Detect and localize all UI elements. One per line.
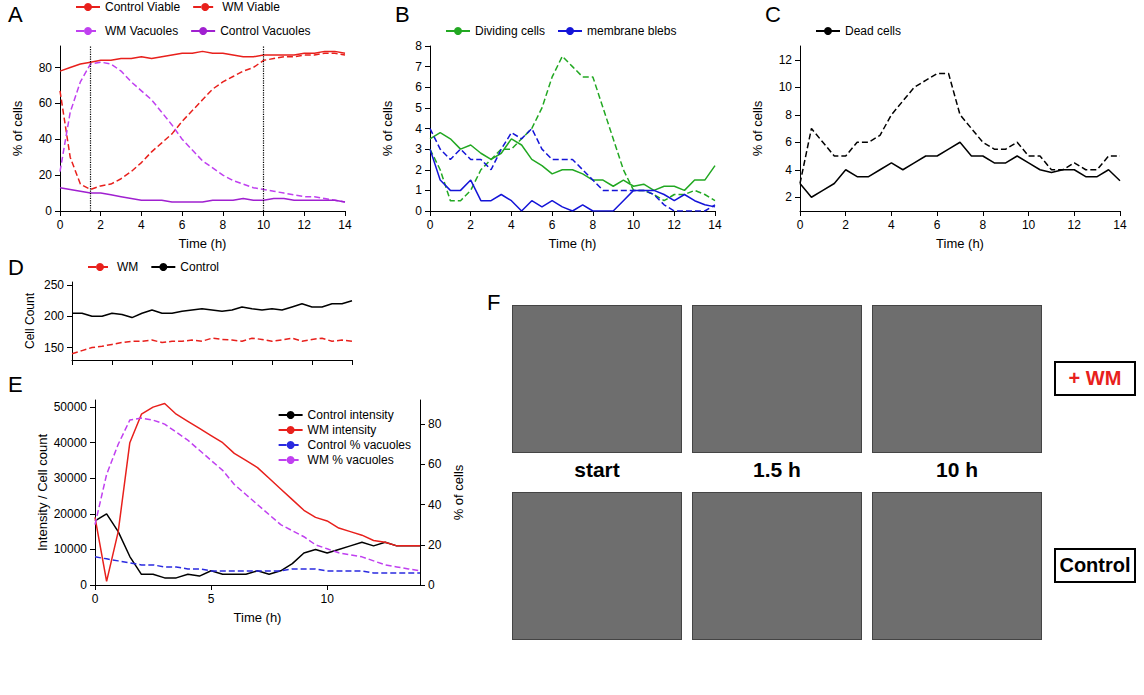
svg-text:1: 1 bbox=[415, 183, 422, 197]
svg-text:12: 12 bbox=[1068, 218, 1082, 232]
svg-text:14: 14 bbox=[1113, 218, 1127, 232]
svg-text:Control Vacuoles: Control Vacuoles bbox=[220, 24, 311, 38]
svg-text:200: 200 bbox=[44, 309, 64, 323]
svg-text:6: 6 bbox=[549, 218, 556, 232]
html-text:D: D bbox=[8, 255, 24, 280]
svg-text:20: 20 bbox=[39, 168, 53, 182]
svg-text:% of cells: % of cells bbox=[380, 100, 395, 156]
svg-text:14: 14 bbox=[708, 218, 722, 232]
html-text:F: F bbox=[487, 290, 501, 315]
svg-text:10: 10 bbox=[779, 80, 793, 94]
svg-text:12: 12 bbox=[779, 53, 793, 67]
html-text:1.5 h: 1.5 h bbox=[753, 458, 801, 481]
svg-text:10: 10 bbox=[1022, 218, 1036, 232]
svg-text:10: 10 bbox=[257, 218, 271, 232]
svg-text:2: 2 bbox=[415, 163, 422, 177]
svg-text:WM Vacuoles: WM Vacuoles bbox=[105, 24, 178, 38]
svg-text:10: 10 bbox=[320, 592, 334, 606]
svg-text:WM intensity: WM intensity bbox=[308, 423, 377, 437]
svg-text:6: 6 bbox=[415, 80, 422, 94]
svg-text:150: 150 bbox=[44, 341, 64, 355]
html-text:10 h: 10 h bbox=[936, 458, 978, 481]
svg-text:4: 4 bbox=[785, 163, 792, 177]
svg-text:Cell Count: Cell Count bbox=[23, 292, 37, 349]
svg-text:0: 0 bbox=[797, 218, 804, 232]
svg-text:0: 0 bbox=[57, 218, 64, 232]
svg-text:0: 0 bbox=[415, 204, 422, 218]
svg-text:0: 0 bbox=[80, 578, 87, 592]
svg-text:5: 5 bbox=[415, 101, 422, 115]
svg-text:50000: 50000 bbox=[54, 400, 88, 414]
svg-text:Time (h): Time (h) bbox=[179, 236, 227, 251]
svg-text:30000: 30000 bbox=[54, 471, 88, 485]
svg-text:Intensity / Cell count: Intensity / Cell count bbox=[35, 434, 50, 551]
svg-text:20000: 20000 bbox=[54, 507, 88, 521]
svg-text:8: 8 bbox=[980, 218, 987, 232]
svg-text:6: 6 bbox=[179, 218, 186, 232]
svg-text:14: 14 bbox=[338, 218, 352, 232]
html-text:A: A bbox=[8, 2, 23, 27]
svg-text:Dead cells: Dead cells bbox=[845, 24, 901, 38]
svg-text:8: 8 bbox=[785, 108, 792, 122]
svg-text:Dividing cells: Dividing cells bbox=[475, 24, 545, 38]
svg-text:Time (h): Time (h) bbox=[234, 610, 282, 625]
svg-text:Control intensity: Control intensity bbox=[308, 408, 394, 422]
svg-text:20: 20 bbox=[428, 538, 442, 552]
svg-text:0: 0 bbox=[92, 592, 99, 606]
svg-text:0: 0 bbox=[428, 578, 435, 592]
svg-text:12: 12 bbox=[668, 218, 682, 232]
svg-text:Time (h): Time (h) bbox=[936, 236, 984, 251]
svg-text:6: 6 bbox=[785, 135, 792, 149]
svg-text:2: 2 bbox=[842, 218, 849, 232]
svg-text:% of cells: % of cells bbox=[10, 100, 25, 156]
svg-text:0: 0 bbox=[427, 218, 434, 232]
svg-text:2: 2 bbox=[467, 218, 474, 232]
svg-text:4: 4 bbox=[888, 218, 895, 232]
svg-text:250: 250 bbox=[44, 278, 64, 292]
html-text:Control: Control bbox=[1059, 554, 1131, 576]
svg-text:WM: WM bbox=[117, 260, 138, 274]
svg-text:40: 40 bbox=[428, 498, 442, 512]
svg-text:Control Viable: Control Viable bbox=[105, 0, 180, 14]
svg-text:12: 12 bbox=[298, 218, 312, 232]
svg-text:3: 3 bbox=[415, 142, 422, 156]
svg-text:60: 60 bbox=[428, 457, 442, 471]
svg-text:Time (h): Time (h) bbox=[549, 236, 597, 251]
html-text:B: B bbox=[395, 2, 410, 27]
svg-text:8: 8 bbox=[590, 218, 597, 232]
svg-text:80: 80 bbox=[39, 61, 53, 75]
svg-text:2: 2 bbox=[785, 190, 792, 204]
svg-text:% of cells: % of cells bbox=[750, 100, 765, 156]
html-text:start: start bbox=[574, 458, 620, 481]
svg-text:WM % vacuoles: WM % vacuoles bbox=[308, 453, 394, 467]
svg-text:8: 8 bbox=[220, 218, 227, 232]
svg-text:0: 0 bbox=[45, 204, 52, 218]
svg-text:6: 6 bbox=[934, 218, 941, 232]
svg-text:membrane blebs: membrane blebs bbox=[587, 24, 676, 38]
svg-text:4: 4 bbox=[415, 122, 422, 136]
svg-text:80: 80 bbox=[428, 417, 442, 431]
html-text:E: E bbox=[8, 372, 23, 397]
html-text:+ WM: + WM bbox=[1068, 367, 1122, 389]
svg-text:5: 5 bbox=[208, 592, 215, 606]
svg-text:60: 60 bbox=[39, 96, 53, 110]
svg-text:40000: 40000 bbox=[54, 436, 88, 450]
svg-text:7: 7 bbox=[415, 60, 422, 74]
svg-text:10000: 10000 bbox=[54, 542, 88, 556]
html-text:C: C bbox=[765, 2, 781, 27]
svg-text:Control % vacuoles: Control % vacuoles bbox=[308, 438, 411, 452]
svg-text:40: 40 bbox=[39, 132, 53, 146]
svg-text:WM Viable: WM Viable bbox=[222, 0, 280, 14]
svg-text:8: 8 bbox=[415, 39, 422, 53]
svg-text:4: 4 bbox=[138, 218, 145, 232]
svg-text:2: 2 bbox=[97, 218, 104, 232]
svg-text:Control: Control bbox=[180, 260, 219, 274]
svg-text:% of cells: % of cells bbox=[451, 464, 466, 520]
svg-text:10: 10 bbox=[627, 218, 641, 232]
svg-text:4: 4 bbox=[508, 218, 515, 232]
